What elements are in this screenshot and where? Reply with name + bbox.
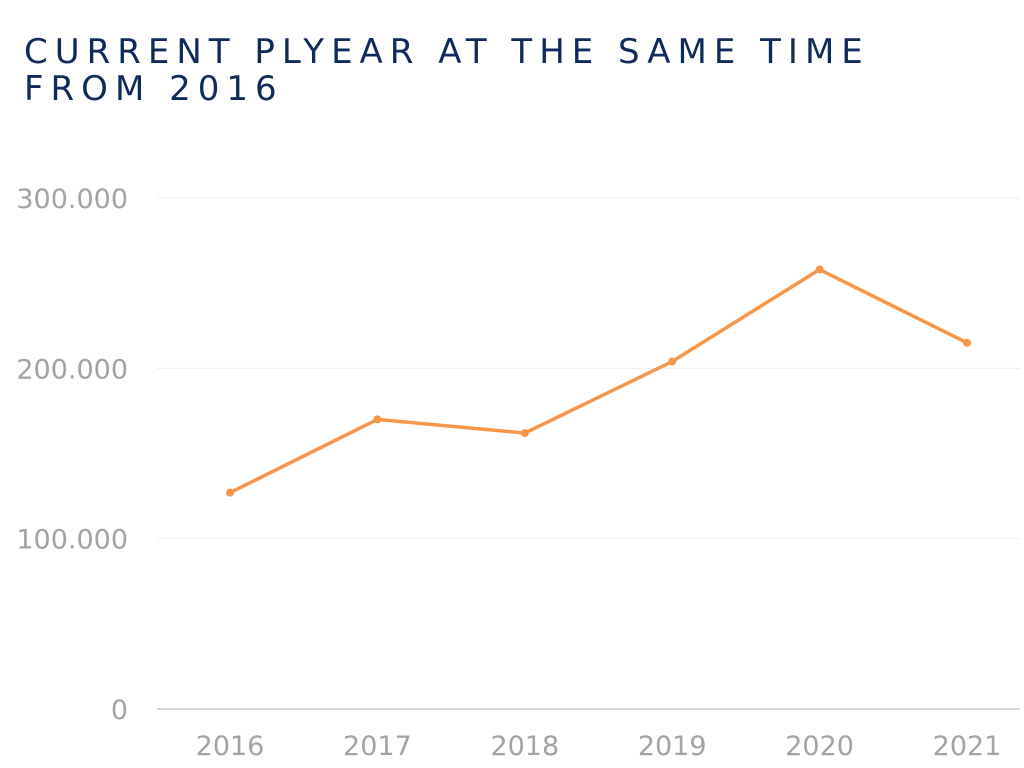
x-tick-label: 2019: [638, 731, 707, 762]
grid-lines: [157, 197, 1020, 710]
y-axis-labels: 0 100.000 200.000 300.000: [16, 184, 128, 726]
y-tick-label: 200.000: [16, 354, 128, 385]
data-series: [226, 265, 971, 497]
x-tick-label: 2017: [343, 731, 412, 762]
data-point: [668, 357, 677, 366]
series-line: [228, 267, 969, 495]
data-point: [226, 488, 234, 497]
y-tick-label: 300.000: [16, 184, 128, 215]
data-point: [520, 429, 529, 438]
x-tick-label: 2021: [933, 731, 1002, 762]
x-tick-label: 2016: [196, 731, 265, 762]
data-point: [963, 338, 971, 347]
data-point: [815, 265, 824, 274]
y-tick-label: 100.000: [16, 525, 128, 556]
x-tick-label: 2020: [785, 731, 854, 762]
y-tick-label: 0: [111, 695, 128, 726]
x-tick-label: 2018: [490, 731, 559, 762]
x-axis-labels: 2016 2017 2018 2019 2020 2021: [196, 731, 1002, 762]
chart-title: CURRENT PLYEAR AT THE SAME TIME FROM 201…: [24, 32, 870, 109]
data-point: [373, 415, 382, 424]
